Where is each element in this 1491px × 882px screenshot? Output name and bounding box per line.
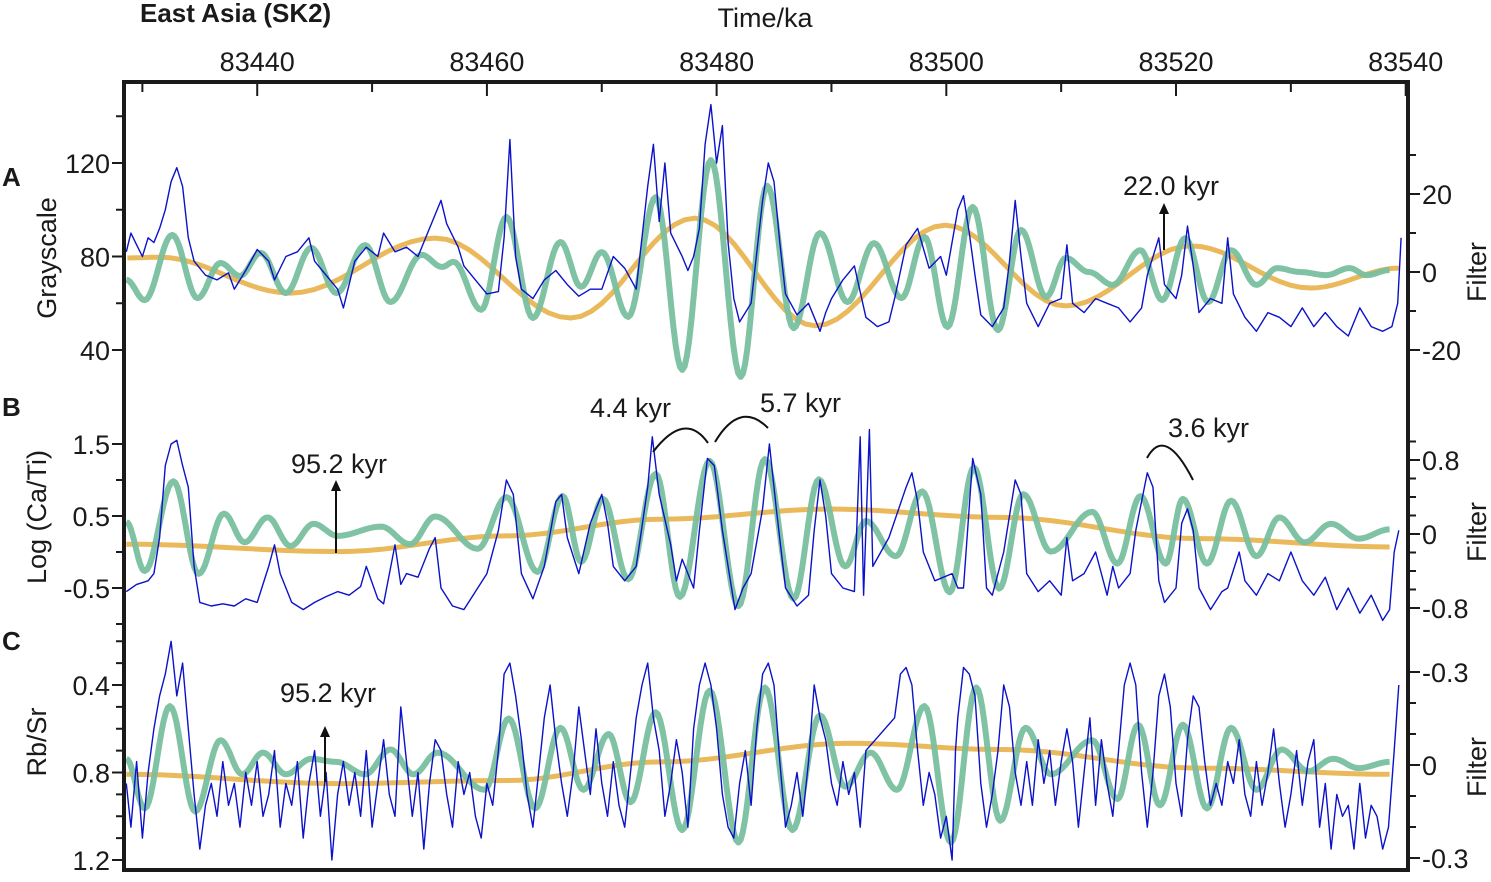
x-axis-label: Time/ka [717, 3, 813, 33]
y2-tick-label: -0.3 [1422, 844, 1469, 874]
plot-frame [122, 80, 1410, 872]
arrowhead-icon [320, 726, 330, 737]
annotation-arc-4-4kyr [652, 427, 709, 453]
series-filter-short [124, 456, 1390, 610]
y-axis-label-b: Log (Ca/Ti) [22, 450, 52, 584]
panel-c: 0.4 0.8 1.2 -0.3 0 -0.3 [72, 640, 1469, 876]
y2-tick-label: 0 [1422, 258, 1437, 288]
y-tick-label: 80 [80, 243, 110, 273]
x-tick-label: 83520 [1138, 47, 1213, 77]
y-tick-label: 0.5 [72, 502, 110, 532]
annotation-arc-5-7kyr [714, 415, 769, 443]
x-tick-label: 83500 [909, 47, 984, 77]
y2-axis-label-b: Filter [1462, 502, 1491, 562]
annotation-95kyr-c: 95.2 kyr [280, 678, 376, 708]
y2-tick-label: 0 [1422, 520, 1437, 550]
y2-tick-label: 20 [1422, 180, 1452, 210]
chart-title: East Asia (SK2) [140, 0, 331, 28]
annotation-4-4kyr: 4.4 kyr [590, 393, 671, 423]
annotation-95kyr-b: 95.2 kyr [291, 449, 387, 479]
series-data [125, 428, 1400, 622]
y-tick-label: 120 [65, 149, 110, 179]
annotation-arc-3-6kyr [1146, 444, 1194, 481]
x-tick-label: 83460 [449, 47, 524, 77]
annotation-5-7kyr: 5.7 kyr [760, 388, 841, 418]
y2-axis-label-c: Filter [1462, 737, 1491, 797]
y2-tick-label: -0.8 [1422, 594, 1469, 624]
y2-tick-label: -20 [1422, 336, 1461, 366]
y2-axis-label-a: Filter [1462, 242, 1491, 302]
y-tick-label: 0.4 [72, 671, 110, 701]
arrowhead-icon [1159, 203, 1169, 214]
y-tick-label: -0.5 [63, 574, 110, 604]
panel-label-b: B [2, 392, 21, 422]
panel-b: 1.5 0.5 -0.5 0.8 0 -0.8 [63, 428, 1469, 625]
y-axis-label-a: Grayscale [32, 197, 62, 319]
y2-tick-label: 0 [1422, 751, 1437, 781]
panel-a: 40 80 120 20 0 -20 [65, 103, 1461, 380]
annotation-22kyr: 22.0 kyr [1123, 171, 1219, 201]
y-tick-label: 40 [80, 336, 110, 366]
y-tick-label: 0.8 [72, 759, 110, 789]
annotation-3-6kyr: 3.6 kyr [1168, 413, 1249, 443]
panel-label-a: A [2, 162, 21, 192]
series-data [125, 640, 1400, 861]
series-filter-short [124, 157, 1391, 380]
series-data [125, 103, 1402, 337]
y-axis-label-c: Rb/Sr [22, 707, 52, 776]
y2-tick-label: -0.3 [1422, 658, 1469, 688]
x-tick-label: 83540 [1368, 47, 1443, 77]
arrowhead-icon [331, 480, 341, 491]
y-tick-label: 1.5 [72, 430, 110, 460]
x-tick-label: 83440 [220, 47, 295, 77]
panel-label-c: C [2, 626, 21, 656]
y-tick-label: 1.2 [72, 846, 110, 876]
y2-tick-label: 0.8 [1422, 446, 1460, 476]
series-filter-long [127, 215, 1401, 329]
series-filter-long [126, 506, 1390, 555]
x-tick-label: 83480 [679, 47, 754, 77]
